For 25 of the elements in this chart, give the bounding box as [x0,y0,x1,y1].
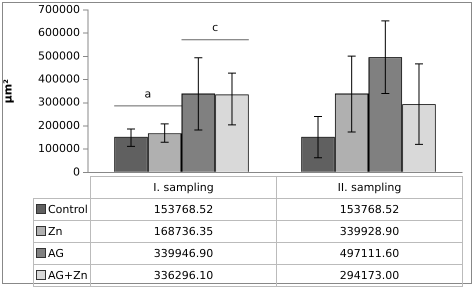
data-label: 294173.00 [276,264,462,286]
y-tick-label: 500000 [38,49,80,62]
y-tick-label: 400000 [38,72,80,86]
y-tick-label: 700000 [38,2,80,16]
data-label: 336296.10 [90,264,276,286]
y-tick-label: 0 [73,165,80,178]
x-tick-label: II. sampling [276,176,462,198]
annotation: a [144,87,152,100]
annotation: c [212,21,218,34]
y-tick-label: 200000 [38,118,80,132]
data-label: 339928.90 [276,220,462,242]
x-tick-label: I. sampling [90,176,276,198]
data-label: 153768.52 [90,198,276,220]
legend-label: AG+Zn [34,264,90,286]
data-label: 153768.52 [276,198,462,220]
legend-label: Control [34,198,90,220]
legend-label: Zn [34,220,90,242]
y-tick-label: 300000 [38,96,80,109]
data-label: 497111.60 [276,242,462,264]
data-label: 168736.35 [90,220,276,242]
data-label: 339946.90 [90,242,276,264]
y-tick-label: 100000 [38,142,80,156]
y-tick-label: 600000 [38,26,80,40]
legend-label: AG [34,242,90,264]
y-axis-title: µm² [1,78,14,104]
